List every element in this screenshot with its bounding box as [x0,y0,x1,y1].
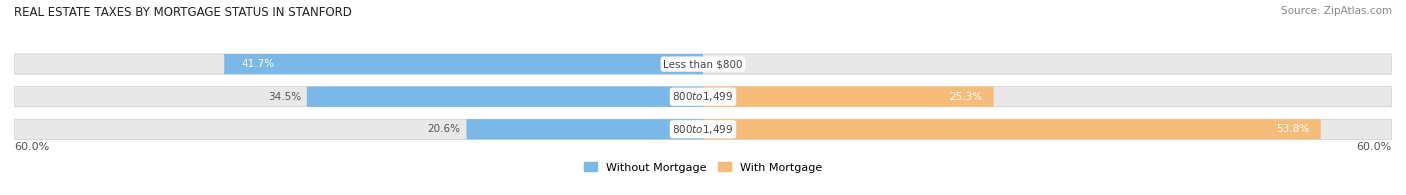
Text: $800 to $1,499: $800 to $1,499 [672,90,734,103]
FancyBboxPatch shape [14,54,1392,74]
Text: REAL ESTATE TAXES BY MORTGAGE STATUS IN STANFORD: REAL ESTATE TAXES BY MORTGAGE STATUS IN … [14,6,352,19]
Text: 34.5%: 34.5% [269,92,301,102]
FancyBboxPatch shape [307,87,703,107]
FancyBboxPatch shape [14,119,1392,139]
Text: 60.0%: 60.0% [1357,142,1392,152]
FancyBboxPatch shape [703,87,994,107]
Text: Source: ZipAtlas.com: Source: ZipAtlas.com [1281,6,1392,16]
Legend: Without Mortgage, With Mortgage: Without Mortgage, With Mortgage [579,158,827,177]
Text: 41.7%: 41.7% [242,59,274,69]
Text: Less than $800: Less than $800 [664,59,742,69]
FancyBboxPatch shape [467,119,703,139]
Text: 60.0%: 60.0% [14,142,49,152]
Text: $800 to $1,499: $800 to $1,499 [672,123,734,136]
Text: 25.3%: 25.3% [949,92,981,102]
Text: 53.8%: 53.8% [1277,124,1309,134]
FancyBboxPatch shape [703,119,1320,139]
Text: 20.6%: 20.6% [427,124,461,134]
FancyBboxPatch shape [224,54,703,74]
Text: 0.0%: 0.0% [714,59,741,69]
FancyBboxPatch shape [14,87,1392,107]
